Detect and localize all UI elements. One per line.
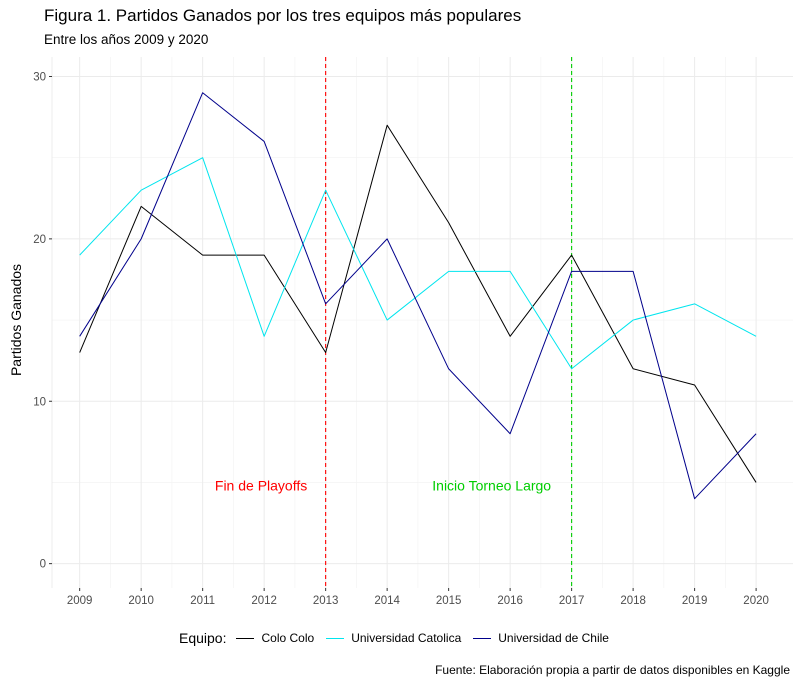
x-tick-label: 2013 xyxy=(313,595,339,607)
legend-item-colo-colo: Colo Colo xyxy=(236,631,314,645)
grid xyxy=(52,57,793,588)
x-tick-label: 2009 xyxy=(67,595,93,607)
legend-swatch-universidad-de-chile xyxy=(473,637,492,639)
x-tick-label: 2018 xyxy=(620,595,646,607)
chart-subtitle: Entre los años 2009 y 2020 xyxy=(44,32,209,47)
annotation-label: Inicio Torneo Largo xyxy=(432,478,551,494)
y-tick-label: 30 xyxy=(33,71,46,83)
x-tick-label: 2016 xyxy=(497,595,523,607)
series-line-colo-colo xyxy=(79,124,757,483)
series-line-universidad-de-chile xyxy=(79,92,757,500)
legend-title: Equipo: xyxy=(179,630,227,646)
annotations: Fin de Playoffs Inicio Torneo Largo xyxy=(215,478,551,494)
y-tick-label: 20 xyxy=(33,234,46,246)
legend-item-universidad-catolica: Universidad Catolica xyxy=(326,631,461,645)
y-tick-label: 0 xyxy=(40,559,46,571)
x-tick-label: 2019 xyxy=(682,595,708,607)
legend-item-universidad-de-chile: Universidad de Chile xyxy=(473,631,609,645)
legend-swatch-universidad-catolica xyxy=(326,637,345,639)
legend: Equipo: Colo Colo Universidad Catolica U… xyxy=(0,630,800,646)
x-tick-label: 2014 xyxy=(374,595,400,607)
x-tick-label: 2020 xyxy=(743,595,769,607)
series-lines xyxy=(79,92,757,500)
reference-lines xyxy=(325,57,573,588)
legend-swatch-colo-colo xyxy=(236,637,255,639)
chart-caption: Fuente: Elaboración propia a partir de d… xyxy=(435,663,790,677)
y-tick-label: 10 xyxy=(33,396,46,408)
annotation-label: Fin de Playoffs xyxy=(215,478,307,494)
x-tick-label: 2010 xyxy=(128,595,154,607)
x-tick-label: 2015 xyxy=(436,595,462,607)
x-tick-label: 2017 xyxy=(559,595,585,607)
x-tick-label: 2011 xyxy=(190,595,215,607)
legend-label: Universidad Catolica xyxy=(351,631,462,645)
chart-title: Figura 1. Partidos Ganados por los tres … xyxy=(44,6,522,25)
legend-label: Colo Colo xyxy=(261,631,315,645)
axes: 0 10 20 30 2009 2010 2011 2012 2013 2014 2015 2016 2… xyxy=(33,57,769,607)
legend-label: Universidad de Chile xyxy=(498,631,609,645)
x-tick-label: 2012 xyxy=(251,595,277,607)
series-line-universidad-catolica xyxy=(79,157,757,370)
